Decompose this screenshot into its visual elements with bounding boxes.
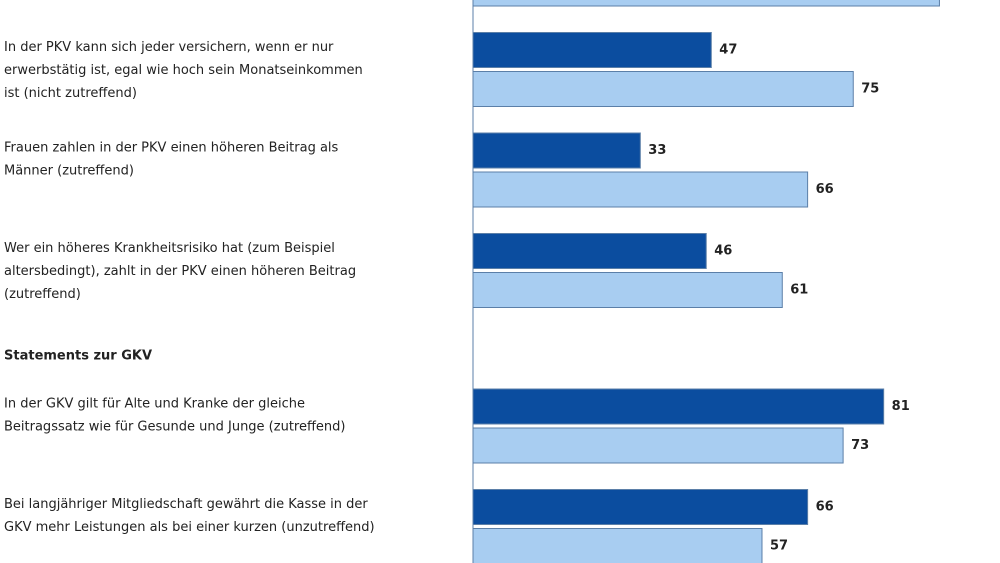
bar bbox=[472, 233, 707, 269]
category-label: Männer (zutreffend) bbox=[4, 164, 134, 179]
data-label: 75 bbox=[861, 82, 879, 97]
category-label: Wer ein höheres Krankheitsrisiko hat (zu… bbox=[4, 241, 335, 256]
category-label: (zutreffend) bbox=[4, 287, 81, 302]
category-label: In der PKV kann sich jeder versichern, w… bbox=[4, 40, 334, 55]
section-label: Statements zur GKV bbox=[4, 349, 152, 364]
category-label: erwerbstätig ist, egal wie hoch sein Mon… bbox=[4, 63, 363, 78]
data-label: 61 bbox=[790, 283, 808, 298]
bar bbox=[472, 427, 844, 464]
category-label: ist (nicht zutreffend) bbox=[4, 86, 137, 101]
data-label: 33 bbox=[648, 143, 666, 158]
bar bbox=[472, 71, 854, 107]
data-label: 66 bbox=[816, 500, 834, 515]
data-label: 46 bbox=[714, 244, 732, 259]
bar bbox=[472, 32, 712, 68]
bar bbox=[472, 0, 940, 7]
category-label: altersbedingt), zahlt in der PKV einen h… bbox=[4, 264, 356, 279]
data-label: 66 bbox=[816, 182, 834, 197]
category-label: Frauen zahlen in der PKV einen höheren B… bbox=[4, 141, 339, 156]
bar bbox=[472, 388, 885, 425]
data-label: 57 bbox=[770, 539, 788, 554]
bar bbox=[472, 272, 783, 308]
category-label: In der GKV gilt für Alte und Kranke der … bbox=[4, 397, 305, 412]
bar bbox=[472, 489, 809, 525]
category-label: Bei langjähriger Mitgliedschaft gewährt … bbox=[4, 497, 368, 512]
data-label: 73 bbox=[851, 438, 869, 453]
bar bbox=[472, 132, 641, 169]
bar bbox=[472, 528, 763, 563]
bar bbox=[472, 171, 809, 208]
category-label: GKV mehr Leistungen als bei einer kurzen… bbox=[4, 520, 375, 535]
data-label: 81 bbox=[892, 399, 910, 414]
category-label: Beitragssatz wie für Gesunde und Junge (… bbox=[4, 420, 346, 435]
data-label: 47 bbox=[719, 43, 737, 58]
